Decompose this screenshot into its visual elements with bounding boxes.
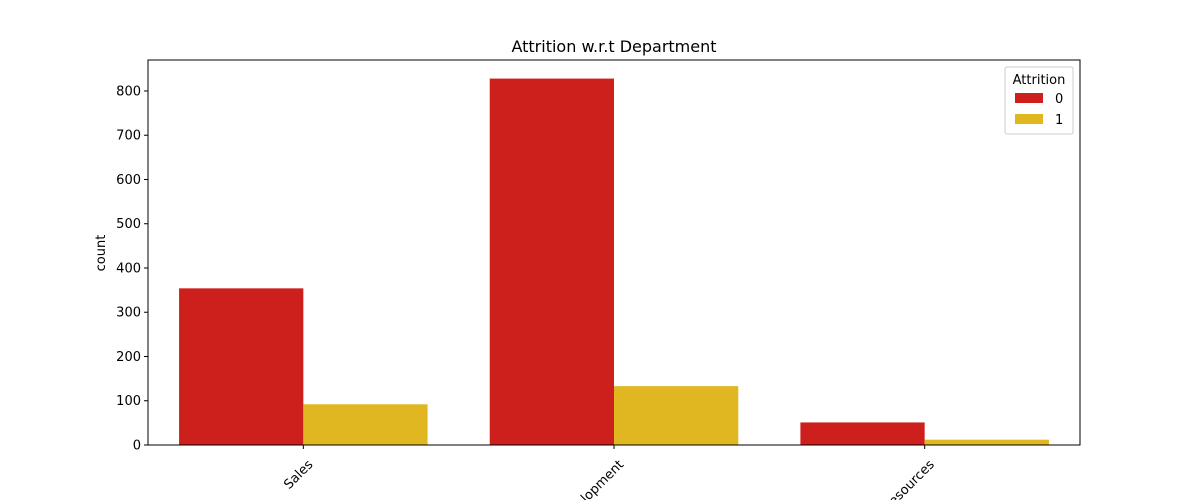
bar-series-1-cat-0 bbox=[303, 404, 428, 445]
y-axis-ticks: 0 100 200 300 400 500 600 700 800 bbox=[116, 84, 148, 454]
legend-swatch-0 bbox=[1015, 93, 1043, 103]
legend-label-1: 1 bbox=[1055, 113, 1063, 128]
legend-swatch-1 bbox=[1015, 114, 1043, 124]
bar-series-1-cat-1 bbox=[614, 386, 739, 445]
y-tick-label: 500 bbox=[116, 217, 141, 232]
x-tick-label: esources bbox=[886, 457, 938, 500]
y-axis-label: count bbox=[94, 235, 109, 272]
bar-series-1-cat-2 bbox=[924, 439, 1049, 445]
y-tick-label: 800 bbox=[116, 84, 141, 99]
bars bbox=[179, 78, 1049, 445]
legend-label-0: 0 bbox=[1055, 92, 1063, 107]
y-tick-label: 400 bbox=[116, 261, 141, 276]
legend-title: Attrition bbox=[1013, 73, 1066, 88]
y-tick-label: 600 bbox=[116, 173, 141, 188]
y-tick-label: 200 bbox=[116, 350, 141, 365]
y-tick-label: 300 bbox=[116, 306, 141, 321]
bar-series-0-cat-1 bbox=[489, 78, 614, 445]
legend-entries: 01 bbox=[1015, 92, 1063, 128]
bar-series-0-cat-2 bbox=[800, 422, 925, 445]
y-tick-label: 0 bbox=[133, 439, 141, 454]
bar-series-0-cat-0 bbox=[179, 288, 304, 445]
x-tick-label: Sales bbox=[281, 457, 316, 492]
x-tick-label: lopment bbox=[578, 457, 627, 500]
chart-title: Attrition w.r.t Department bbox=[511, 37, 716, 56]
y-tick-label: 700 bbox=[116, 129, 141, 144]
x-axis-ticks: Sales lopment esources bbox=[281, 445, 938, 500]
plot-frame bbox=[147, 59, 1081, 446]
legend: Attrition 01 bbox=[1004, 66, 1074, 135]
y-tick-label: 100 bbox=[116, 394, 141, 409]
